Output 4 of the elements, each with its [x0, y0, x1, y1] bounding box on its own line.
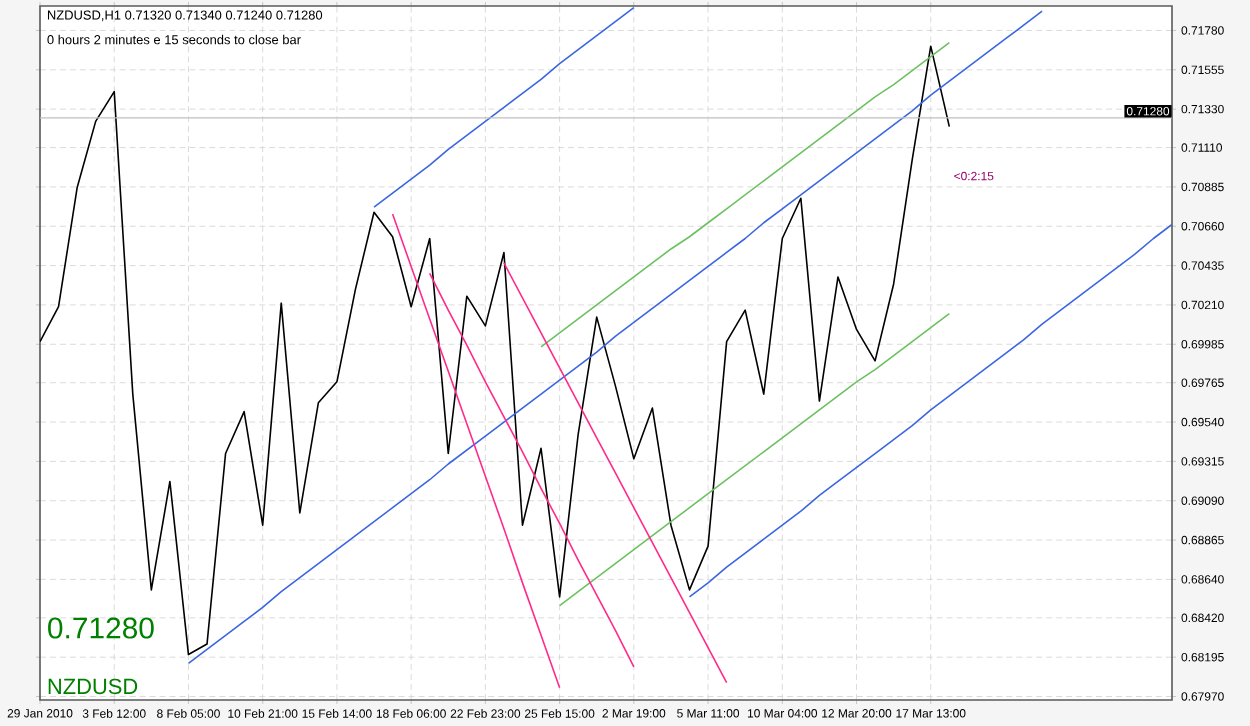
line-series	[40, 45, 951, 656]
line-series	[428, 272, 635, 668]
annotation: NZDUSD	[48, 678, 138, 695]
annotation: 0.71280	[48, 617, 154, 639]
